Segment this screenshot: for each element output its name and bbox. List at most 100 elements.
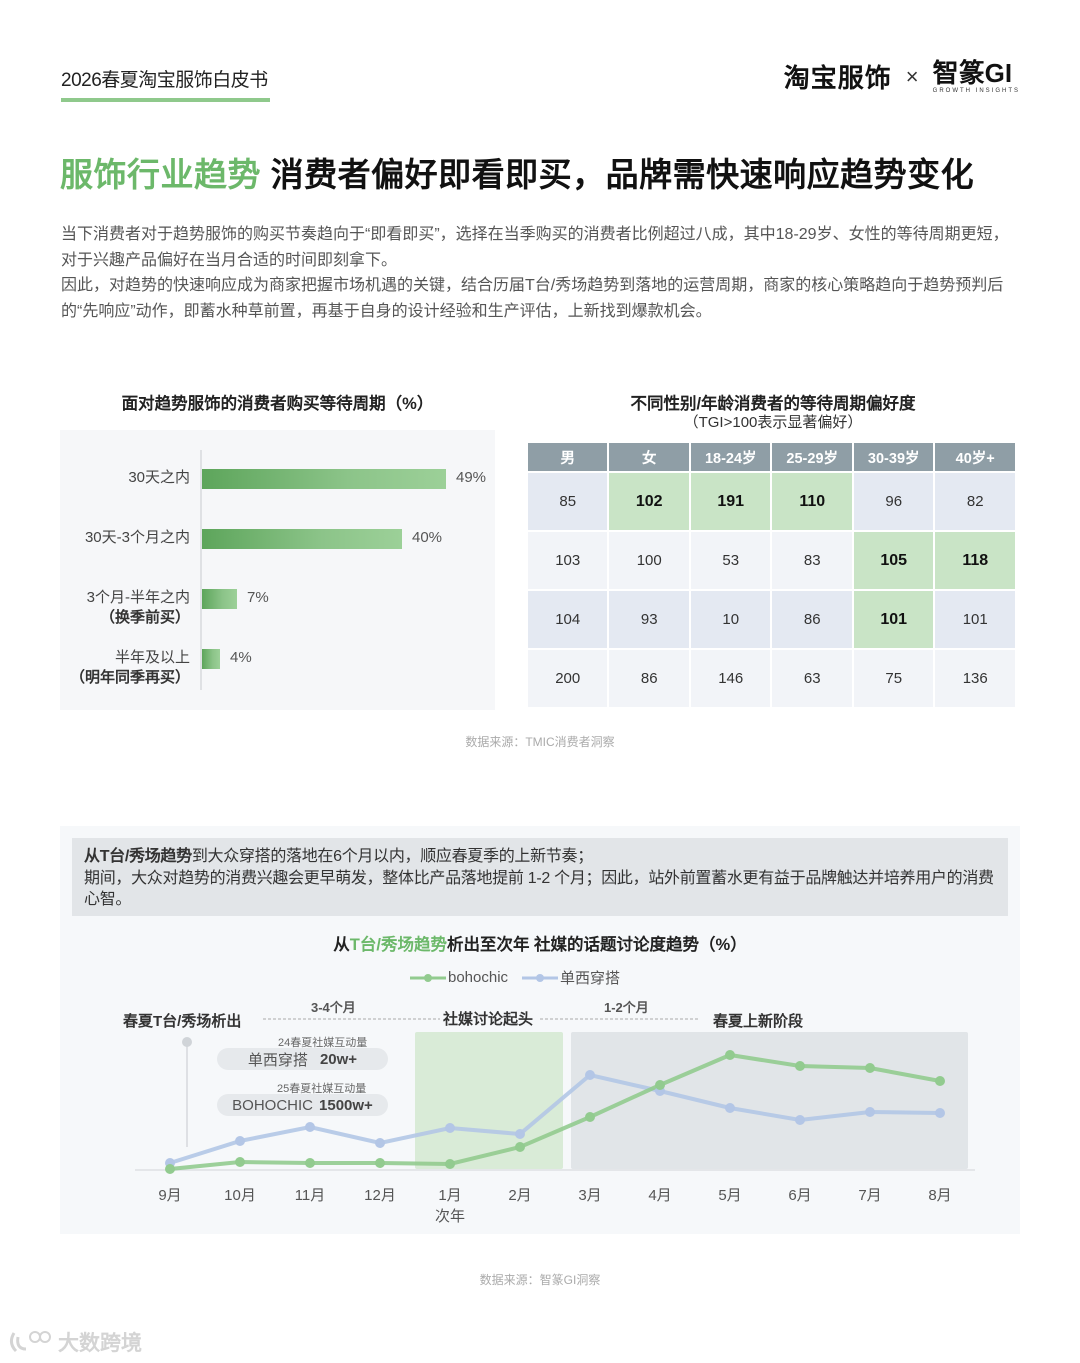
- span-1-2-months: 1-2个月: [604, 1000, 649, 1015]
- x-tick-sublabel: 次年: [434, 1208, 465, 1225]
- bar-label: 3个月-半年之内 （换季前买）: [87, 588, 190, 628]
- table-cell: 100: [609, 532, 689, 589]
- x-tick: 12月: [364, 1187, 396, 1204]
- table-cell: 63: [772, 650, 852, 707]
- series-line-danxi: [169, 1072, 941, 1165]
- legend-label: bohochic: [448, 969, 509, 986]
- line-title-prefix: 从: [333, 936, 350, 954]
- tgi-header-cell: 40岁+: [935, 443, 1015, 471]
- table-cell: 86: [772, 591, 852, 648]
- tgi-header-cell: 男: [528, 443, 608, 471]
- table-cell: 10: [690, 591, 771, 648]
- bar-fill: [202, 589, 237, 609]
- table-cell: 103: [528, 532, 608, 589]
- table-cell: 101: [935, 591, 1015, 648]
- table-cell-highlight: 105: [853, 532, 934, 589]
- bar-label-main: 30天之内: [128, 469, 190, 486]
- line-title-suffix: 析出至次年 社媒的话题讨论度趋势（%）: [446, 936, 747, 954]
- tgi-header-cell: 女: [609, 443, 689, 471]
- x-tick: 4月: [648, 1187, 672, 1204]
- taobao-logo: 淘宝服饰: [783, 63, 892, 93]
- x-tick: 11月: [294, 1187, 326, 1204]
- callout-value: 1500w+: [319, 1096, 373, 1114]
- bar-chart-title: 面对趋势服饰的消费者购买等待周期（%）: [121, 395, 434, 413]
- bar-fill: [202, 469, 446, 489]
- gi-logo-subtitle: GROWTH INSIGHTS: [932, 87, 1020, 94]
- stage-runway: 春夏T台/秀场析出: [123, 1013, 242, 1030]
- table-cell-highlight: 118: [935, 532, 1015, 589]
- x-tick: 2月: [508, 1187, 532, 1204]
- bar-label: 30天之内: [128, 468, 190, 488]
- x-tick: 5月: [718, 1187, 742, 1204]
- x-tick: 1月 次年: [425, 1184, 475, 1226]
- series-line-bohochic: [169, 1052, 941, 1171]
- table-cell: 200: [528, 650, 608, 707]
- callout-bohochic: BOHOCHIC 1500w+: [217, 1094, 388, 1116]
- callout-name: BOHOCHIC: [232, 1096, 314, 1114]
- bar-label-sub: （换季前买）: [99, 609, 190, 626]
- stage-social: 社媒讨论起头: [443, 1011, 534, 1028]
- bar-chart-axis: [200, 450, 202, 690]
- table-row: 200 86 146 63 75 136: [528, 650, 1015, 707]
- intro-text: 当下消费者对于趋势服饰的购买节奏趋向于“即看即买”，选择在当季购买的消费者比例超…: [61, 222, 1023, 324]
- x-tick: 7月: [858, 1187, 882, 1204]
- collab-x-icon: ×: [905, 63, 919, 89]
- headline-accent: 服饰行业趋势: [60, 156, 261, 193]
- bar-label-main: 30天-3个月之内: [84, 529, 190, 546]
- legend-blue-line-icon: [522, 973, 559, 982]
- intro-paragraph-2: 因此，对趋势的快速响应成为商家把握市场机遇的关键，结合历届T台/秀场趋势到落地的…: [61, 277, 1004, 320]
- bar-value: 40%: [412, 529, 443, 546]
- table-cell: 82: [935, 473, 1015, 530]
- table-cell: 83: [772, 532, 852, 589]
- tgi-header-cell: 25-29岁: [772, 443, 852, 471]
- data-source-1: 数据来源：TMIC消费者洞察: [465, 735, 615, 749]
- x-tick: 10月: [224, 1187, 256, 1204]
- line-title-accent: T台/秀场趋势: [349, 936, 447, 954]
- trend-note-line-1: 从T台/秀场趋势到大众穿搭的落地在6个月以内，顺应春夏季的上新节奏；: [84, 846, 996, 868]
- table-row: 104 93 10 86 101 101: [528, 591, 1015, 648]
- page-headline: 服饰行业趋势 消费者偏好即看即买，品牌需快速响应趋势变化: [60, 148, 974, 196]
- bar-row: 3个月-半年之内 （换季前买） 7%: [60, 588, 495, 628]
- intro-paragraph-1: 当下消费者对于趋势服饰的购买节奏趋向于“即看即买”，选择在当季购买的消费者比例超…: [61, 226, 1009, 269]
- bar-value: 49%: [456, 469, 487, 486]
- trend-note-line-2: 期间，大众对趋势的消费兴趣会更早萌发，整体比产品落地提前 1-2 个月；因此，站…: [84, 869, 994, 909]
- x-tick-label: 1月: [438, 1187, 462, 1204]
- table-cell: 93: [609, 591, 689, 648]
- span-3-4-months: 3-4个月: [311, 1000, 356, 1015]
- gi-logo-name: 智篆GI: [932, 57, 1013, 88]
- callout-name: 单西穿搭: [247, 1051, 308, 1069]
- bar-value: 4%: [230, 649, 252, 666]
- stage-launch: 春夏上新阶段: [713, 1013, 804, 1030]
- bar-row: 30天之内 49%: [60, 468, 495, 508]
- x-tick: 9月: [158, 1187, 182, 1204]
- bar-label-sub: （明年同季再买）: [69, 669, 190, 686]
- legend-label: 单西穿搭: [560, 970, 621, 987]
- bar-label: 30天-3个月之内: [85, 528, 190, 548]
- legend-green-line-icon: [410, 973, 446, 982]
- bar-value: 7%: [247, 589, 269, 606]
- watermark-logo-icon: [9, 1331, 51, 1353]
- table-cell-highlight: 110: [772, 473, 852, 530]
- watermark-text: 大数跨境: [58, 1332, 142, 1355]
- table-cell: 136: [935, 650, 1015, 707]
- doc-title: 2026春夏淘宝服饰白皮书: [61, 70, 268, 91]
- legend-item-bohochic: bohochic: [410, 969, 508, 986]
- table-cell: 86: [609, 650, 689, 707]
- trend-note: 从T台/秀场趋势到大众穿搭的落地在6个月以内，顺应春夏季的上新节奏； 期间，大众…: [72, 838, 1008, 916]
- headline-main: 消费者偏好即看即买，品牌需快速响应趋势变化: [261, 156, 975, 193]
- bar-fill: [202, 529, 402, 549]
- bar-label-main: 3个月-半年之内: [86, 589, 190, 606]
- brand-logos: 淘宝服饰 × 智篆GI GROWTH INSIGHTS: [784, 58, 1020, 95]
- bar-label: 半年及以上 （明年同季再买）: [70, 648, 190, 688]
- table-cell: 104: [528, 591, 608, 648]
- callout-caption: 25春夏社媒互动量: [277, 1083, 367, 1095]
- tgi-header-cell: 30-39岁: [853, 443, 934, 471]
- line-chart-title: 从T台/秀场趋势析出至次年 社媒的话题讨论度趋势（%）: [60, 931, 1020, 955]
- table-cell: 53: [690, 532, 771, 589]
- tgi-header-row: 男 女 18-24岁 25-29岁 30-39岁 40岁+: [528, 443, 1015, 471]
- callout-danxi: 单西穿搭 20w+: [217, 1048, 388, 1070]
- table-cell-highlight: 102: [609, 473, 689, 530]
- table-cell: 75: [853, 650, 934, 707]
